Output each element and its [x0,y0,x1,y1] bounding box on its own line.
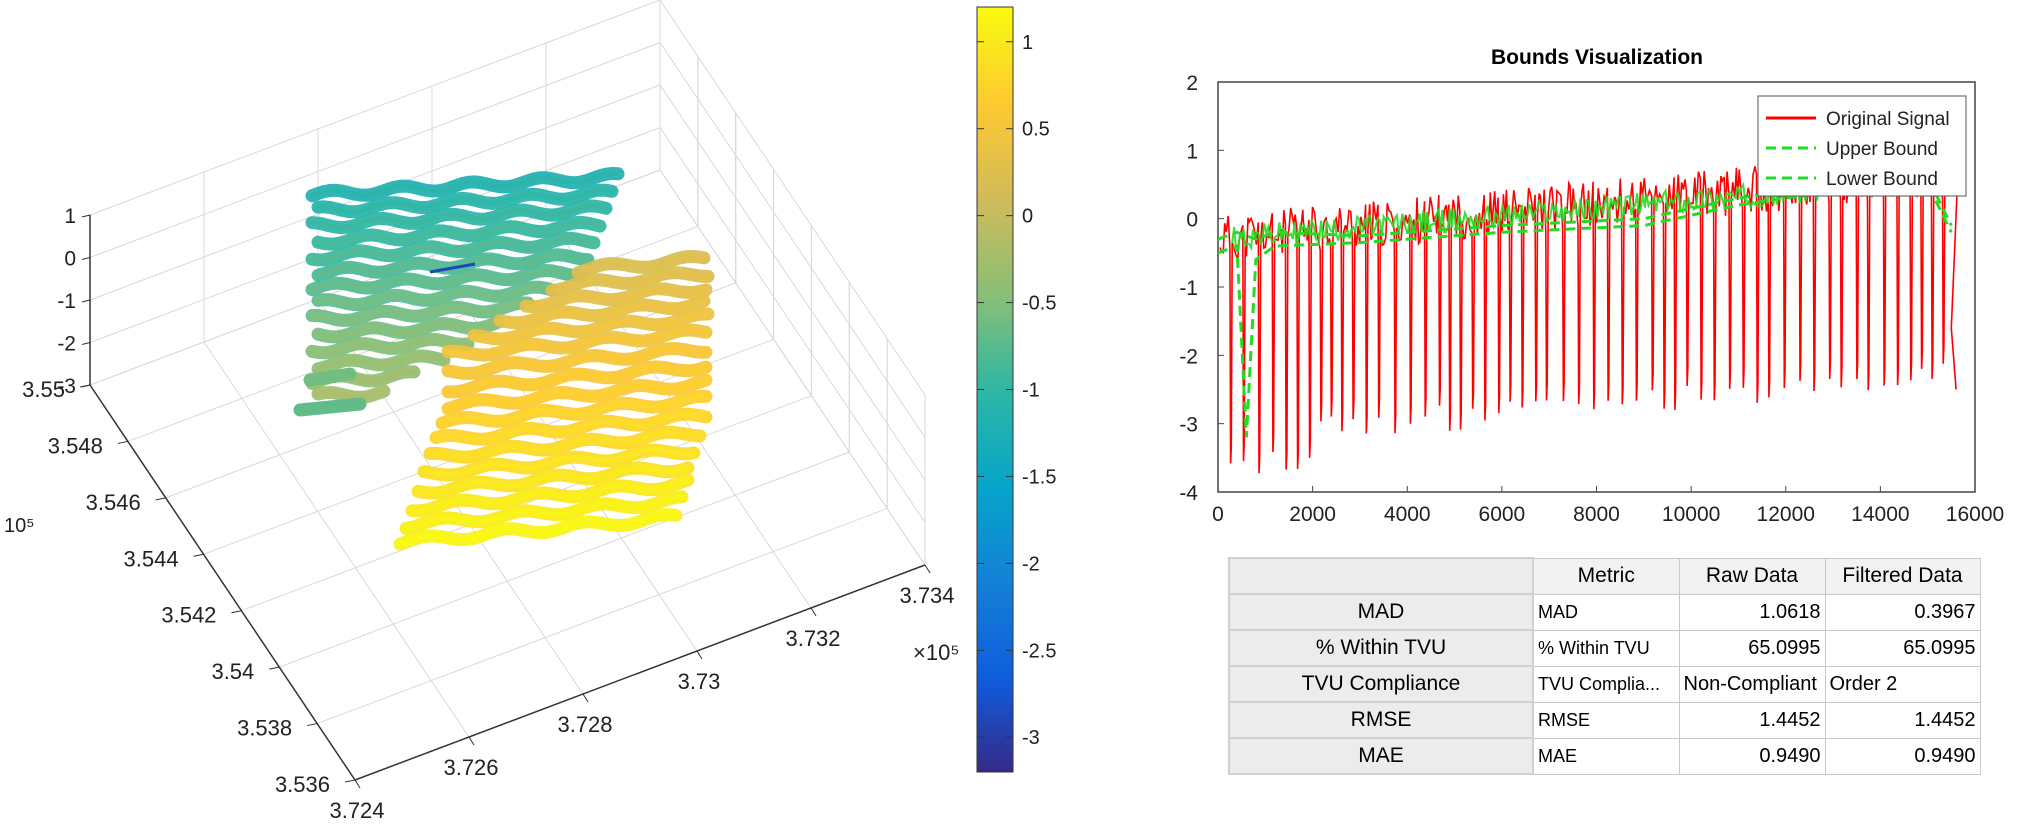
colorbar-tick-label: -3 [1022,727,1040,749]
row-header-cell: MAE [1228,737,1534,775]
table-cell: 65.0995 [1678,629,1826,667]
y-tick-label: 3.55 [22,377,65,402]
colorbar-tick-label: -1.5 [1022,466,1056,488]
table-cell: 0.9490 [1678,737,1826,775]
x-tick-label: 10000 [1662,503,1720,526]
x-multiplier-label: ×10⁵ [913,640,959,665]
table-cell: MAD [1532,593,1680,631]
series-upper-bound [1218,176,1953,241]
x-tick-label: 3.726 [443,755,498,780]
scatter-3d-plot: 3.724 3.726 3.728 3.73 3.732 3.734 ×10⁵ 3.536 3.… [4,0,959,823]
x-tick-label: 4000 [1384,503,1431,526]
row-header-cell: RMSE [1228,701,1534,739]
legend-entry-label: Upper Bound [1826,139,1938,160]
x-tick-label: 14000 [1851,503,1909,526]
y-tick-label: -4 [1179,482,1198,505]
colorbar-ticks: 1 0.5 0 -0.5 -1 -1.5 -2 -2.5 -3 [977,32,1056,749]
table-header-cell [1228,557,1534,595]
x-tick-label: 3.728 [557,712,612,737]
table-cell: Order 2 [1824,665,1981,703]
y-tick-label: 3.548 [48,433,103,458]
colorbar-tick-label: 0.5 [1022,119,1050,141]
table-cell: MAE [1532,737,1680,775]
x-tick-label: 3.732 [785,626,840,651]
y-tick-label: 3.54 [211,659,254,684]
table-cell: 1.4452 [1678,701,1826,739]
colorbar-tick-label: -1 [1022,380,1040,402]
y-tick-label: -1 [1179,277,1198,300]
table-header-cell: Raw Data [1678,557,1826,595]
table-row[interactable]: MAE MAE 0.9490 0.9490 [1228,737,1981,775]
table-row[interactable]: % Within TVU% Within TVU 65.0995 65.0995 [1228,629,1981,667]
y-tick-label: 3.536 [275,772,330,797]
y-tick-label: 3.544 [124,546,179,571]
table-row[interactable]: MAD MAD 1.0618 0.3967 [1228,593,1981,631]
z-tick-label: -3 [57,375,76,398]
x-tick-label: 6000 [1479,503,1526,526]
row-header-cell: MAD [1228,593,1534,631]
table-cell: 65.0995 [1824,629,1981,667]
colorbar-tick-label: 1 [1022,32,1033,54]
table-cell: 0.9490 [1824,737,1981,775]
table-cell: 1.4452 [1824,701,1981,739]
table-cell: Non-Compliant [1678,665,1826,703]
y-tick-label: -3 [1179,414,1198,437]
x-tick-label: 3.734 [899,583,954,608]
table-header-cell: Metric [1532,557,1680,595]
3d-grid [89,0,926,781]
z-tick-label: 1 [64,205,76,228]
legend-entry-label: Original Signal [1826,109,1950,130]
x-tick-label: 3.724 [329,798,384,823]
3d-points [293,167,715,551]
table-cell: TVU Complia... [1532,665,1680,703]
3d-tick-labels: 3.724 3.726 3.728 3.73 3.732 3.734 ×10⁵ 3.536 3.… [4,205,959,823]
row-header-cell: TVU Compliance [1228,665,1534,703]
y-tick-label: 3.538 [237,716,292,741]
colorbar: 1 0.5 0 -0.5 -1 -1.5 -2 -2.5 -3 [976,6,1056,773]
y-tick-label: 0 [1186,209,1198,232]
y-tick-label: -2 [1179,345,1198,368]
metrics-table: Metric Raw Data Filtered Data MAD MAD 1.0618 0… [1228,557,1981,775]
colorbar-tick-label: 0 [1022,206,1033,228]
colorbar-tick-label: -2 [1022,553,1040,575]
table-row[interactable]: RMSE RMSE 1.4452 1.4452 [1228,701,1981,739]
x-tick-label: 2000 [1289,503,1336,526]
legend-entry-label: Lower Bound [1826,169,1938,190]
y-multiplier-label: 10⁵ [4,515,35,537]
table-row[interactable]: TVU Compliance TVU Complia... Non-Complian… [1228,665,1981,703]
legend: Original Signal Upper Bound Lower Bound [1757,95,1967,197]
table-header-cell: Filtered Data [1824,557,1981,595]
colorbar-tick-label: -2.5 [1022,640,1056,662]
series-lower-bound [1218,182,1953,438]
chart-title: Bounds Visualization [1491,46,1703,69]
z-tick-label: 0 [64,248,76,271]
row-header-cell: % Within TVU [1228,629,1534,667]
table-header-row: Metric Raw Data Filtered Data [1228,557,1981,595]
x-tick-label: 0 [1212,503,1224,526]
table-cell: RMSE [1532,701,1680,739]
colorbar-tick-label: -0.5 [1022,293,1056,315]
y-tick-label: 1 [1186,140,1198,163]
z-tick-label: -2 [57,333,76,356]
x-tick-label: 12000 [1757,503,1815,526]
bounds-line-chart: Bounds Visualization 0 2000 4000 6000 8000 10… [1179,46,2004,526]
table-cell: % Within TVU [1532,629,1680,667]
x-tick-label: 16000 [1946,503,2004,526]
y-tick-label: 2 [1186,72,1198,95]
table-cell: 1.0618 [1678,593,1826,631]
3d-axes [79,214,931,789]
z-tick-label: -1 [57,290,76,313]
y-tick-label: 3.546 [86,490,141,515]
x-tick-label: 8000 [1573,503,1620,526]
x-tick-label: 3.73 [678,669,721,694]
y-tick-label: 3.542 [161,603,216,628]
table-cell: 0.3967 [1824,593,1981,631]
